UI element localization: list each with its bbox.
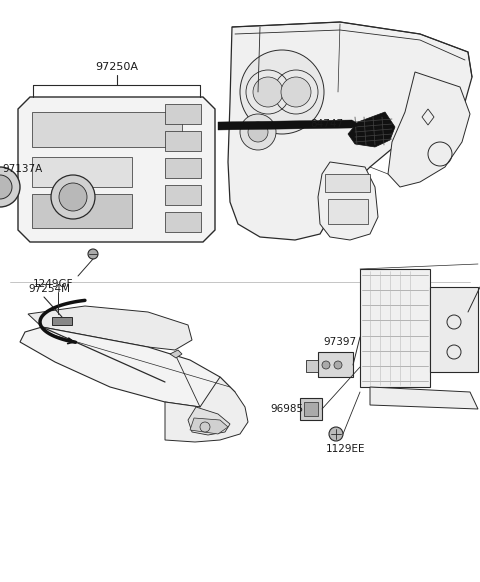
Polygon shape <box>165 377 248 442</box>
Polygon shape <box>318 162 378 240</box>
Bar <box>52 317 72 325</box>
Polygon shape <box>170 350 182 358</box>
Bar <box>318 352 353 377</box>
Bar <box>165 104 201 124</box>
Polygon shape <box>370 387 478 409</box>
Text: 1129EE: 1129EE <box>326 444 365 454</box>
Polygon shape <box>218 120 360 130</box>
Text: 96985: 96985 <box>270 404 303 414</box>
Bar <box>32 157 132 187</box>
Circle shape <box>88 249 98 259</box>
Circle shape <box>248 122 268 142</box>
Circle shape <box>334 361 342 369</box>
Bar <box>165 131 201 151</box>
Circle shape <box>253 77 283 107</box>
Bar <box>165 212 201 232</box>
Polygon shape <box>190 418 228 434</box>
Circle shape <box>0 175 12 199</box>
Text: 84747: 84747 <box>310 119 343 129</box>
Circle shape <box>285 137 295 147</box>
Bar <box>300 398 322 420</box>
Text: 97137A: 97137A <box>2 164 42 174</box>
Polygon shape <box>228 22 472 240</box>
Circle shape <box>240 114 276 150</box>
Bar <box>306 360 318 372</box>
Bar <box>32 112 182 147</box>
Text: 97254M: 97254M <box>28 284 70 294</box>
Bar <box>32 194 132 228</box>
Polygon shape <box>20 327 235 407</box>
Polygon shape <box>28 306 192 350</box>
Bar <box>304 402 318 416</box>
Text: 97250A: 97250A <box>95 62 138 72</box>
Circle shape <box>281 77 311 107</box>
Bar <box>360 269 430 387</box>
Circle shape <box>322 361 330 369</box>
Bar <box>328 199 368 224</box>
Circle shape <box>59 183 87 211</box>
Text: 97397: 97397 <box>323 337 356 347</box>
Polygon shape <box>18 97 215 242</box>
Bar <box>165 185 201 205</box>
Circle shape <box>240 50 324 134</box>
Circle shape <box>51 175 95 219</box>
Bar <box>165 158 201 178</box>
Bar <box>325 174 370 192</box>
Circle shape <box>0 167 20 207</box>
Text: 1249GF: 1249GF <box>33 279 73 289</box>
Circle shape <box>200 422 210 432</box>
Circle shape <box>329 427 343 441</box>
Polygon shape <box>188 407 230 435</box>
Polygon shape <box>348 112 395 147</box>
Polygon shape <box>388 72 470 187</box>
Bar <box>430 287 478 372</box>
